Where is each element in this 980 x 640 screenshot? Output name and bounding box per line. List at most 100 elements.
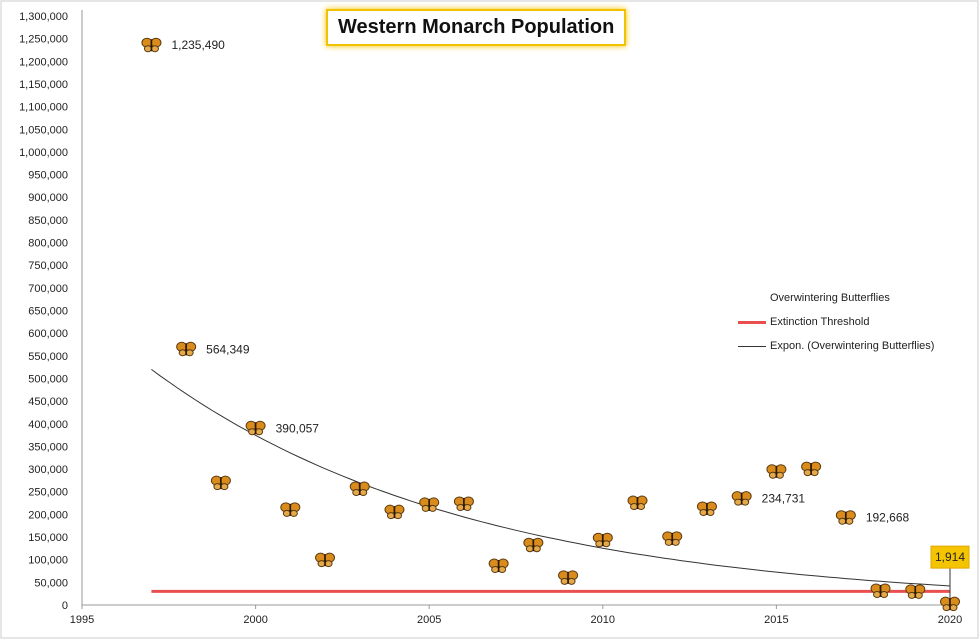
x-tick-label: 1995 bbox=[70, 614, 94, 626]
wing bbox=[213, 483, 222, 491]
wing bbox=[386, 512, 395, 520]
butterfly-icon bbox=[315, 552, 336, 568]
wing bbox=[602, 540, 611, 548]
y-tick-label: 550,000 bbox=[28, 351, 68, 363]
y-tick-label: 800,000 bbox=[28, 238, 68, 250]
butterfly-icon bbox=[141, 37, 162, 53]
butterfly-icon bbox=[419, 497, 440, 512]
data-label: 1,914 bbox=[935, 550, 965, 564]
y-tick-label: 250,000 bbox=[28, 487, 68, 499]
y-tick-label: 1,000,000 bbox=[19, 147, 68, 159]
wing bbox=[907, 591, 916, 599]
wing bbox=[664, 538, 673, 546]
butterfly-icon bbox=[349, 481, 370, 497]
y-tick-label: 900,000 bbox=[28, 192, 68, 204]
y-tick-label: 850,000 bbox=[28, 215, 68, 227]
data-label: 1,235,490 bbox=[171, 38, 225, 52]
wing bbox=[324, 560, 333, 568]
butterfly-icon bbox=[592, 532, 613, 548]
butterfly-icon bbox=[384, 504, 405, 520]
wing bbox=[560, 577, 569, 585]
butterfly-icon bbox=[940, 596, 960, 612]
y-tick-label: 150,000 bbox=[28, 532, 68, 544]
wing bbox=[463, 503, 472, 511]
wing bbox=[630, 503, 639, 511]
wing bbox=[567, 577, 576, 585]
wing bbox=[734, 498, 743, 506]
y-tick-label: 200,000 bbox=[28, 509, 68, 521]
legend: Overwintering Butterflies Extinction Thr… bbox=[738, 286, 934, 358]
legend-item-threshold: Extinction Threshold bbox=[738, 310, 934, 334]
data-label: 564,349 bbox=[206, 342, 250, 356]
butterfly-icon bbox=[801, 461, 822, 477]
y-tick-label: 50,000 bbox=[34, 577, 68, 589]
butterfly-icon bbox=[453, 496, 474, 511]
butterfly-icon bbox=[488, 558, 509, 574]
y-tick-label: 1,200,000 bbox=[19, 56, 68, 68]
wing bbox=[838, 517, 847, 525]
wing bbox=[595, 540, 604, 548]
butterfly-icon bbox=[627, 495, 648, 511]
wing bbox=[498, 566, 507, 574]
butterfly-icon bbox=[245, 420, 266, 436]
wing bbox=[255, 428, 264, 436]
legend-label: Extinction Threshold bbox=[770, 316, 870, 328]
data-label: 192,668 bbox=[866, 511, 910, 525]
wing bbox=[671, 538, 680, 546]
wing bbox=[282, 509, 291, 517]
wing bbox=[803, 469, 812, 477]
y-tick-label: 1,050,000 bbox=[19, 124, 68, 136]
wing bbox=[525, 545, 534, 553]
data-label-highlight bbox=[930, 545, 970, 569]
wing bbox=[873, 590, 882, 598]
butterfly-icon bbox=[280, 502, 301, 517]
x-tick-label: 2010 bbox=[591, 614, 615, 626]
wing bbox=[150, 45, 159, 53]
wing bbox=[637, 503, 646, 511]
chart-title: Western Monarch Population bbox=[326, 9, 627, 46]
wing bbox=[942, 604, 951, 612]
wing bbox=[393, 512, 402, 520]
y-tick-label: 700,000 bbox=[28, 283, 68, 295]
y-tick-label: 1,100,000 bbox=[19, 102, 68, 114]
wing bbox=[914, 591, 923, 599]
y-tick-label: 650,000 bbox=[28, 306, 68, 318]
y-tick-label: 750,000 bbox=[28, 260, 68, 272]
y-tick-label: 950,000 bbox=[28, 170, 68, 182]
wing bbox=[845, 517, 854, 525]
butterfly-icon bbox=[905, 584, 926, 599]
y-tick-label: 100,000 bbox=[28, 555, 68, 567]
butterfly-icon bbox=[835, 510, 856, 525]
wing bbox=[768, 471, 777, 479]
y-tick-label: 1,250,000 bbox=[19, 34, 68, 46]
y-tick-label: 300,000 bbox=[28, 464, 68, 476]
wing bbox=[775, 471, 784, 479]
y-tick-label: 350,000 bbox=[28, 441, 68, 453]
wing bbox=[456, 503, 465, 511]
butterfly-icon bbox=[210, 475, 231, 491]
legend-label: Expon. (Overwintering Butterflies) bbox=[770, 340, 935, 352]
butterfly-icon bbox=[662, 531, 683, 546]
wing bbox=[428, 504, 437, 512]
y-tick-label: 1,150,000 bbox=[19, 79, 68, 91]
y-tick-label: 600,000 bbox=[28, 328, 68, 340]
x-tick-label: 2005 bbox=[417, 614, 441, 626]
legend-swatch-trend bbox=[738, 345, 766, 347]
data-label: 390,057 bbox=[276, 421, 320, 435]
wing bbox=[317, 560, 326, 568]
wing bbox=[706, 508, 715, 516]
wing bbox=[810, 469, 819, 477]
butterfly-icon bbox=[558, 570, 579, 585]
wing bbox=[359, 489, 368, 497]
y-tick-label: 500,000 bbox=[28, 373, 68, 385]
y-tick-label: 450,000 bbox=[28, 396, 68, 408]
wing bbox=[421, 504, 430, 512]
wing bbox=[949, 604, 958, 612]
y-tick-label: 1,300,000 bbox=[19, 11, 68, 23]
exponential-trendline bbox=[151, 368, 951, 587]
legend-label: Overwintering Butterflies bbox=[770, 292, 890, 304]
wing bbox=[178, 349, 187, 357]
wing bbox=[248, 428, 257, 436]
